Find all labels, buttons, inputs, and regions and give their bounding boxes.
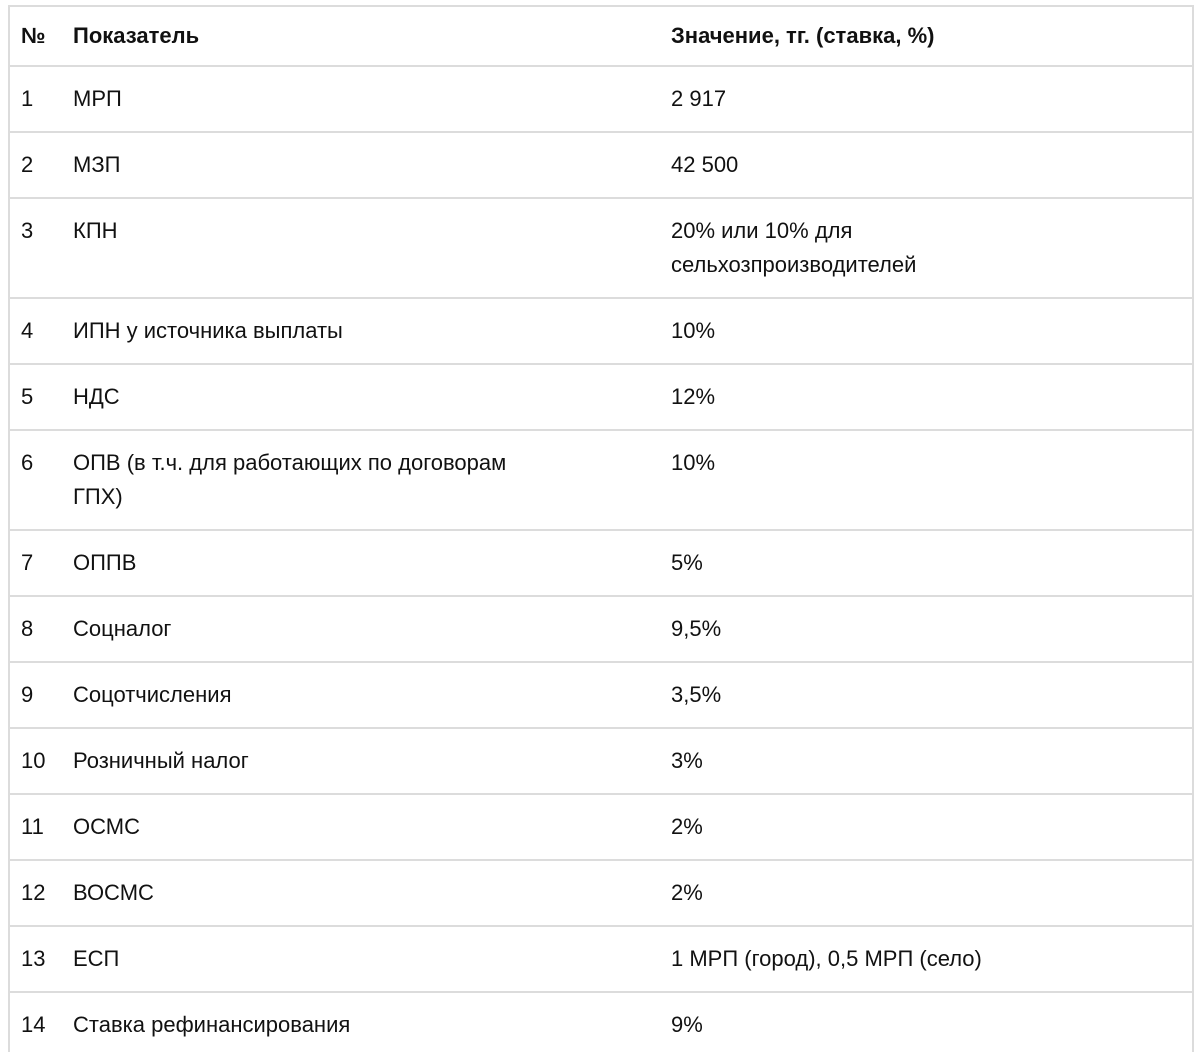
row-number-cell: 1 <box>9 66 62 133</box>
row-number-cell: 10 <box>9 728 62 795</box>
row-number-cell: 9 <box>9 662 62 729</box>
indicator-cell: ОПВ (в т.ч. для работающих по договорам … <box>62 430 660 531</box>
row-number-cell: 14 <box>9 992 62 1052</box>
indicator-cell: НДС <box>62 364 660 431</box>
indicators-table: № Показатель Значение, тг. (ставка, %) 1… <box>8 5 1194 1052</box>
table-row: 13 ЕСП 1 МРП (город), 0,5 МРП (село) <box>9 926 1193 993</box>
row-number-cell: 11 <box>9 794 62 861</box>
header-value-column: Значение, тг. (ставка, %) <box>660 6 1193 67</box>
table-row: 4 ИПН у источника выплаты 10% <box>9 298 1193 365</box>
indicator-cell: ОСМС <box>62 794 660 861</box>
value-cell: 10% <box>660 298 1193 365</box>
value-cell: 9,5% <box>660 596 1193 663</box>
indicator-cell: ЕСП <box>62 926 660 993</box>
header-number-column: № <box>9 6 62 67</box>
value-cell: 1 МРП (город), 0,5 МРП (село) <box>660 926 1193 993</box>
indicator-cell: ВОСМС <box>62 860 660 927</box>
table-row: 14 Ставка рефинансирования 9% <box>9 992 1193 1052</box>
value-cell: 12% <box>660 364 1193 431</box>
indicator-cell: Ставка рефинансирования <box>62 992 660 1052</box>
indicator-cell: КПН <box>62 198 660 299</box>
indicator-cell: Розничный налог <box>62 728 660 795</box>
row-number-cell: 7 <box>9 530 62 597</box>
row-number-cell: 13 <box>9 926 62 993</box>
value-cell: 20% или 10% для сельхозпроизводителей <box>660 198 1193 299</box>
table-row: 2 МЗП 42 500 <box>9 132 1193 199</box>
row-number-cell: 12 <box>9 860 62 927</box>
table-row: 7 ОППВ 5% <box>9 530 1193 597</box>
indicator-cell: ОППВ <box>62 530 660 597</box>
value-cell: 3% <box>660 728 1193 795</box>
table-header: № Показатель Значение, тг. (ставка, %) <box>9 6 1193 67</box>
table-row: 10 Розничный налог 3% <box>9 728 1193 795</box>
indicator-cell: Соцналог <box>62 596 660 663</box>
table-row: 8 Соцналог 9,5% <box>9 596 1193 663</box>
table-row: 11 ОСМС 2% <box>9 794 1193 861</box>
header-row: № Показатель Значение, тг. (ставка, %) <box>9 6 1193 67</box>
table-row: 5 НДС 12% <box>9 364 1193 431</box>
table-row: 6 ОПВ (в т.ч. для работающих по договора… <box>9 430 1193 531</box>
indicator-cell: МЗП <box>62 132 660 199</box>
value-cell: 10% <box>660 430 1193 531</box>
row-number-cell: 4 <box>9 298 62 365</box>
row-number-cell: 8 <box>9 596 62 663</box>
value-cell: 2 917 <box>660 66 1193 133</box>
value-cell: 5% <box>660 530 1193 597</box>
row-number-cell: 6 <box>9 430 62 531</box>
value-cell: 42 500 <box>660 132 1193 199</box>
table-row: 9 Соцотчисления 3,5% <box>9 662 1193 729</box>
indicator-cell: Соцотчисления <box>62 662 660 729</box>
value-cell: 3,5% <box>660 662 1193 729</box>
table-body: 1 МРП 2 917 2 МЗП 42 500 3 КПН 20% или 1… <box>9 66 1193 1052</box>
row-number-cell: 2 <box>9 132 62 199</box>
indicator-cell: ИПН у источника выплаты <box>62 298 660 365</box>
row-number-cell: 3 <box>9 198 62 299</box>
value-cell: 2% <box>660 794 1193 861</box>
table-row: 12 ВОСМС 2% <box>9 860 1193 927</box>
table-row: 3 КПН 20% или 10% для сельхозпроизводите… <box>9 198 1193 299</box>
row-number-cell: 5 <box>9 364 62 431</box>
value-cell: 2% <box>660 860 1193 927</box>
header-indicator-column: Показатель <box>62 6 660 67</box>
indicator-cell: МРП <box>62 66 660 133</box>
table-row: 1 МРП 2 917 <box>9 66 1193 133</box>
value-cell: 9% <box>660 992 1193 1052</box>
